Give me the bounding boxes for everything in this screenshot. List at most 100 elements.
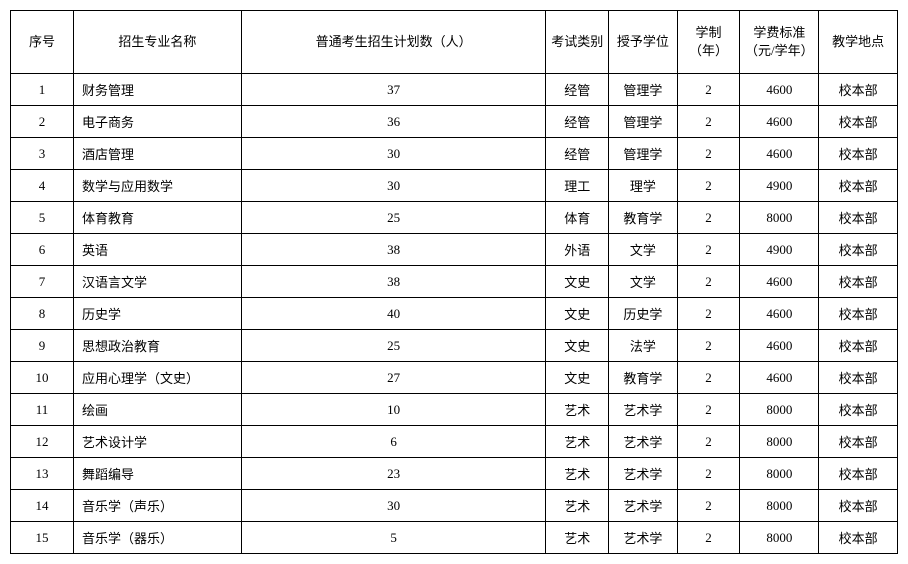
cell-examtype: 艺术 [546,426,609,458]
cell-index: 5 [11,202,74,234]
cell-degree: 教育学 [609,362,677,394]
cell-plan: 10 [241,394,545,426]
cell-major: 音乐学（声乐） [73,490,241,522]
cell-major: 英语 [73,234,241,266]
cell-degree: 教育学 [609,202,677,234]
cell-major: 电子商务 [73,106,241,138]
cell-location: 校本部 [819,298,898,330]
cell-years: 2 [677,74,740,106]
cell-index: 8 [11,298,74,330]
cell-fee: 4900 [740,170,819,202]
table-header-row: 序号 招生专业名称 普通考生招生计划数（人） 考试类别 授予学位 学制（年） 学… [11,11,898,74]
enrollment-plan-table: 序号 招生专业名称 普通考生招生计划数（人） 考试类别 授予学位 学制（年） 学… [10,10,898,554]
cell-fee: 4600 [740,330,819,362]
cell-years: 2 [677,426,740,458]
cell-examtype: 艺术 [546,490,609,522]
cell-plan: 30 [241,170,545,202]
cell-location: 校本部 [819,266,898,298]
cell-index: 12 [11,426,74,458]
cell-location: 校本部 [819,426,898,458]
table-row: 12艺术设计学6艺术艺术学28000校本部 [11,426,898,458]
cell-examtype: 经管 [546,138,609,170]
table-row: 15音乐学（器乐）5艺术艺术学28000校本部 [11,522,898,554]
cell-examtype: 体育 [546,202,609,234]
table-row: 8历史学40文史历史学24600校本部 [11,298,898,330]
cell-location: 校本部 [819,170,898,202]
cell-examtype: 文史 [546,266,609,298]
cell-index: 2 [11,106,74,138]
cell-degree: 文学 [609,234,677,266]
table-row: 11绘画10艺术艺术学28000校本部 [11,394,898,426]
cell-years: 2 [677,394,740,426]
cell-degree: 艺术学 [609,522,677,554]
cell-years: 2 [677,490,740,522]
cell-fee: 8000 [740,458,819,490]
cell-fee: 8000 [740,202,819,234]
table-row: 13舞蹈编导23艺术艺术学28000校本部 [11,458,898,490]
table-row: 2电子商务36经管管理学24600校本部 [11,106,898,138]
cell-plan: 40 [241,298,545,330]
cell-examtype: 经管 [546,74,609,106]
cell-years: 2 [677,106,740,138]
cell-examtype: 艺术 [546,522,609,554]
cell-location: 校本部 [819,362,898,394]
cell-major: 艺术设计学 [73,426,241,458]
cell-major: 数学与应用数学 [73,170,241,202]
cell-plan: 27 [241,362,545,394]
table-row: 1财务管理37经管管理学24600校本部 [11,74,898,106]
col-fee: 学费标准（元/学年） [740,11,819,74]
cell-fee: 8000 [740,394,819,426]
cell-fee: 4600 [740,138,819,170]
cell-degree: 管理学 [609,138,677,170]
cell-examtype: 外语 [546,234,609,266]
table-row: 10应用心理学（文史）27文史教育学24600校本部 [11,362,898,394]
col-examtype: 考试类别 [546,11,609,74]
table-row: 4数学与应用数学30理工理学24900校本部 [11,170,898,202]
table-row: 6英语38外语文学24900校本部 [11,234,898,266]
cell-years: 2 [677,234,740,266]
cell-examtype: 艺术 [546,458,609,490]
cell-location: 校本部 [819,106,898,138]
cell-plan: 30 [241,138,545,170]
col-major: 招生专业名称 [73,11,241,74]
cell-major: 汉语言文学 [73,266,241,298]
cell-degree: 艺术学 [609,394,677,426]
cell-years: 2 [677,362,740,394]
col-location: 教学地点 [819,11,898,74]
cell-index: 3 [11,138,74,170]
cell-degree: 历史学 [609,298,677,330]
cell-examtype: 文史 [546,362,609,394]
cell-location: 校本部 [819,458,898,490]
cell-index: 9 [11,330,74,362]
cell-fee: 4600 [740,106,819,138]
cell-major: 绘画 [73,394,241,426]
cell-years: 2 [677,458,740,490]
cell-years: 2 [677,522,740,554]
cell-degree: 法学 [609,330,677,362]
cell-plan: 25 [241,202,545,234]
table-row: 3酒店管理30经管管理学24600校本部 [11,138,898,170]
cell-location: 校本部 [819,74,898,106]
cell-major: 音乐学（器乐） [73,522,241,554]
cell-examtype: 文史 [546,298,609,330]
cell-plan: 38 [241,266,545,298]
cell-plan: 30 [241,490,545,522]
cell-index: 6 [11,234,74,266]
col-plan: 普通考生招生计划数（人） [241,11,545,74]
cell-degree: 理学 [609,170,677,202]
table-row: 9思想政治教育25文史法学24600校本部 [11,330,898,362]
cell-degree: 艺术学 [609,426,677,458]
cell-fee: 8000 [740,426,819,458]
cell-index: 15 [11,522,74,554]
cell-location: 校本部 [819,234,898,266]
cell-fee: 4600 [740,266,819,298]
cell-major: 酒店管理 [73,138,241,170]
cell-examtype: 理工 [546,170,609,202]
cell-years: 2 [677,298,740,330]
table-row: 5体育教育25体育教育学28000校本部 [11,202,898,234]
cell-degree: 管理学 [609,74,677,106]
cell-major: 应用心理学（文史） [73,362,241,394]
table-body: 1财务管理37经管管理学24600校本部2电子商务36经管管理学24600校本部… [11,74,898,554]
cell-years: 2 [677,202,740,234]
col-degree: 授予学位 [609,11,677,74]
